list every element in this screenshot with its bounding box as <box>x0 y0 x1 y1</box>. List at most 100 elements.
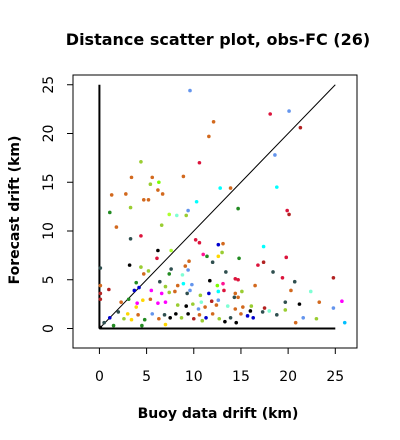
data-point <box>146 269 151 273</box>
data-point <box>275 185 279 189</box>
data-point <box>188 88 192 93</box>
plot-frame-rect <box>72 74 358 349</box>
data-point <box>148 297 153 302</box>
data-point <box>134 305 139 309</box>
data-point <box>116 310 121 314</box>
data-point <box>139 234 143 238</box>
data-point <box>331 276 336 280</box>
data-point <box>216 289 221 294</box>
data-point <box>209 299 214 304</box>
data-point <box>98 325 103 330</box>
data-point <box>283 300 288 304</box>
data-point <box>174 213 179 218</box>
data-point <box>173 289 177 294</box>
plot-frame <box>72 74 358 349</box>
data-point <box>197 160 202 165</box>
data-point <box>175 283 180 288</box>
data-point <box>174 312 178 316</box>
data-point <box>210 312 215 316</box>
data-point <box>180 273 185 277</box>
data-point <box>141 272 146 276</box>
x-tick-label: 5 <box>142 369 151 385</box>
data-point <box>239 312 243 316</box>
data-point <box>190 282 194 287</box>
data-point <box>267 309 272 313</box>
data-point <box>167 212 172 217</box>
y-tick-label: 25 <box>41 76 57 94</box>
data-point <box>223 319 227 324</box>
y-tick-label: 20 <box>41 125 57 143</box>
data-point <box>262 306 267 310</box>
data-point <box>201 252 206 257</box>
data-point <box>156 248 160 253</box>
data-point <box>198 293 203 298</box>
data-point <box>200 318 205 323</box>
data-point <box>191 302 195 306</box>
data-point <box>249 304 254 308</box>
data-point <box>256 263 260 267</box>
data-point <box>236 277 240 282</box>
data-point <box>114 225 119 229</box>
data-point <box>163 300 168 304</box>
data-point <box>127 263 132 267</box>
data-point <box>234 320 239 325</box>
data-point <box>158 279 162 284</box>
data-point <box>207 134 211 139</box>
data-point <box>137 285 141 290</box>
data-point <box>215 283 220 288</box>
data-point <box>141 298 145 303</box>
data-points <box>98 88 347 330</box>
data-point <box>150 312 155 316</box>
data-point <box>241 305 245 309</box>
data-point <box>119 300 123 304</box>
data-point <box>280 276 285 280</box>
y-tick-label: 15 <box>41 173 57 191</box>
data-point <box>181 174 186 179</box>
data-point <box>208 278 212 283</box>
data-point <box>228 315 233 320</box>
data-point <box>98 266 103 270</box>
data-point <box>236 206 240 211</box>
data-point <box>331 306 336 310</box>
data-point <box>224 270 228 274</box>
data-point <box>169 248 173 253</box>
data-point <box>221 281 225 286</box>
data-point <box>179 315 184 320</box>
chart-title: Distance scatter plot, obs-FC (26) <box>66 30 370 49</box>
data-point <box>196 307 201 311</box>
data-point <box>216 242 221 247</box>
x-tick-label: 20 <box>279 369 297 385</box>
data-point <box>126 297 131 302</box>
data-point <box>197 313 202 317</box>
y-tick-label: 10 <box>41 222 57 240</box>
data-point <box>156 188 160 192</box>
data-point <box>139 159 143 164</box>
x-tick-label: 0 <box>95 369 104 385</box>
data-point <box>159 291 164 296</box>
data-point <box>98 283 103 288</box>
data-point <box>191 316 196 321</box>
data-point <box>199 300 204 304</box>
data-point <box>157 180 161 185</box>
data-point <box>240 289 244 294</box>
data-point <box>175 303 180 307</box>
data-point <box>187 259 191 264</box>
data-point <box>167 272 172 276</box>
data-point <box>128 205 133 210</box>
data-point <box>184 213 189 218</box>
data-point <box>205 254 209 259</box>
data-point <box>210 260 215 265</box>
data-point <box>128 237 133 241</box>
x-tick-label: 10 <box>185 369 203 385</box>
data-point <box>186 268 190 272</box>
y-axis-ticks: 0 5 10 15 20 25 <box>41 76 73 333</box>
data-point <box>167 290 172 295</box>
data-point <box>233 276 238 281</box>
data-point <box>308 289 313 294</box>
data-point <box>163 322 168 327</box>
data-point <box>218 186 222 190</box>
data-point <box>314 316 319 321</box>
data-point <box>248 309 253 313</box>
data-point <box>275 313 279 317</box>
